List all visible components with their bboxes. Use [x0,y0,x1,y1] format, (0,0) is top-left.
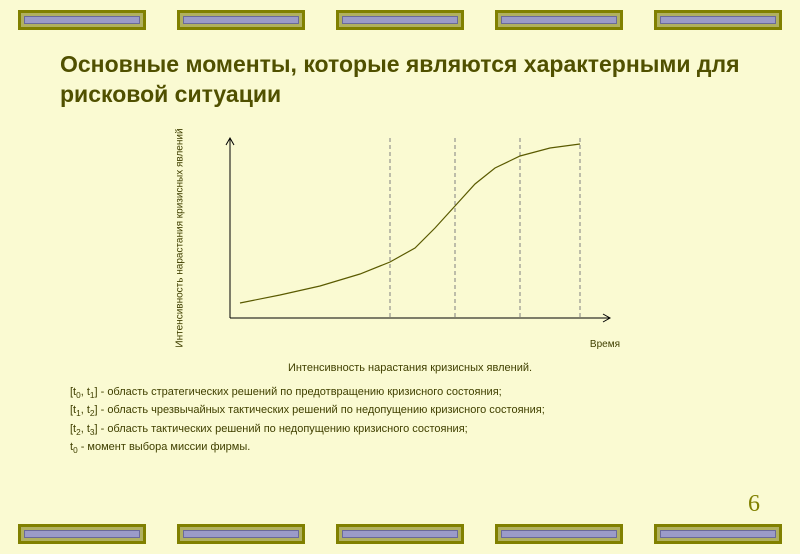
decoration-bottom [0,524,800,544]
legend-row: t0 - момент выбора миссии фирмы. [70,439,760,457]
deco-block [654,10,782,30]
deco-block [18,10,146,30]
deco-block [495,524,623,544]
chart-xlabel: Время [590,339,620,350]
legend-row: [t1, t2] - область чрезвычайных тактичес… [70,402,760,420]
legend-row: [t0, t1] - область стратегических решени… [70,384,760,402]
legend: [t0, t1] - область стратегических решени… [70,384,760,458]
deco-block [654,524,782,544]
chart-svg [220,128,620,333]
page-number: 6 [748,491,760,518]
slide-content: Основные моменты, которые являются харак… [60,50,760,504]
deco-block [177,10,305,30]
deco-block [495,10,623,30]
deco-block [18,524,146,544]
decoration-top [0,10,800,30]
chart-area: Интенсивность нарастания кризисных явлен… [190,128,630,348]
deco-block [336,10,464,30]
slide-title: Основные моменты, которые являются харак… [60,50,760,110]
deco-block [177,524,305,544]
deco-block [336,524,464,544]
legend-row: [t2, t3] - область тактических решений п… [70,421,760,439]
chart-ylabel: Интенсивность нарастания кризисных явлен… [175,128,186,347]
chart-caption: Интенсивность нарастания кризисных явлен… [60,362,760,374]
